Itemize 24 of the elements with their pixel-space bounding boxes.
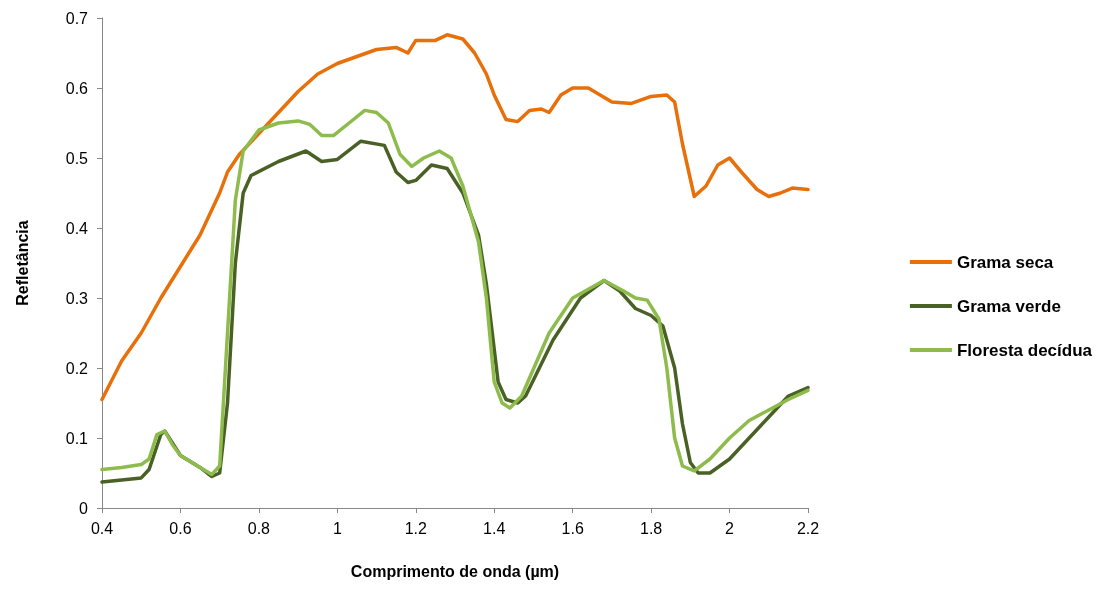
legend-label: Grama seca [956,252,1054,272]
legend-label: Floresta decídua [956,340,1093,360]
x-tick-label: 1.8 [639,519,663,537]
x-tick-label: 1 [332,519,342,537]
y-tick-label: 0.5 [65,149,89,167]
line-series [100,33,810,402]
y-tick-label: 0 [79,499,89,517]
x-axis-title: Comprimento de onda (µm) [350,562,560,580]
x-tick-label: 0.4 [90,519,114,537]
x-tick-label: 0.8 [247,519,271,537]
y-tick-label: 0.3 [65,289,89,307]
x-tick-label: 2 [725,519,735,537]
legend-label: Grama verde [956,296,1061,316]
x-tick-label: 1.6 [561,519,584,537]
y-tick-label: 0.7 [65,9,89,27]
y-tick-label: 0.2 [65,359,89,377]
x-tick-label: 1.4 [483,519,506,537]
y-tick-label: 0.4 [65,219,89,237]
y-axis-title: Refletância [13,220,31,306]
y-tick-label: 0.6 [65,79,89,97]
x-tick-label: 2.2 [796,519,820,537]
x-tick-label: 1.2 [404,519,427,537]
x-tick-label: 0.6 [169,519,192,537]
y-tick-label: 0.1 [65,429,89,447]
